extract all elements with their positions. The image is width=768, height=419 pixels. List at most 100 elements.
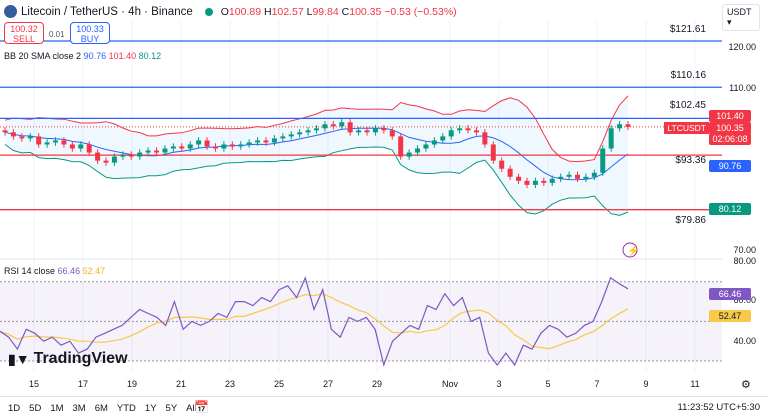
candle	[170, 146, 176, 149]
buy-button[interactable]: 100.33 BUY	[70, 22, 110, 44]
time-axis[interactable]: 15 17 19 21 23 25 27 29 Nov 3 5 7 9 11	[0, 379, 722, 391]
candle	[111, 156, 117, 163]
candle	[398, 136, 404, 157]
candle	[314, 128, 319, 131]
candle	[86, 144, 92, 153]
grid	[33, 20, 696, 372]
ohlc-values: O100.89 H102.57 L99.84 C100.35 −0.53 (−0…	[220, 5, 457, 18]
candle	[36, 136, 42, 145]
candle	[103, 160, 109, 163]
candle	[255, 140, 261, 143]
rsi-ma-line	[0, 293, 629, 350]
candle	[221, 144, 227, 149]
candle	[44, 142, 50, 145]
rsi-line	[0, 276, 629, 368]
bb-lower-tag: 80.12	[709, 203, 751, 215]
date-tick: Nov	[441, 379, 459, 389]
date-tick: 5	[545, 379, 551, 389]
candle	[423, 144, 429, 149]
candle	[440, 136, 446, 141]
candle	[322, 124, 328, 129]
candle	[288, 134, 294, 137]
date-tick: 9	[643, 379, 649, 389]
price-tick: 110.00	[729, 83, 756, 93]
candle	[263, 140, 269, 143]
date-tick: 3	[496, 379, 502, 389]
candle	[574, 174, 580, 179]
candle	[212, 146, 218, 149]
range-5d[interactable]: 5D	[29, 403, 42, 414]
rsi-legend[interactable]: RSI 14 close 66.46 52.47	[4, 266, 106, 276]
symbol-title[interactable]: Litecoin / TetherUS · 4h · Binance	[21, 5, 193, 18]
range-1y[interactable]: 1Y	[144, 403, 157, 414]
candle	[516, 176, 522, 181]
date-tick: 15	[28, 379, 40, 389]
symbol-tag: LTCUSDT	[664, 122, 709, 134]
candle	[415, 148, 421, 153]
candle	[204, 140, 210, 147]
rsi-tick: 80.00	[733, 256, 756, 266]
last-price-tag: 100.35	[709, 122, 751, 134]
bb-upper-tag: 101.40	[709, 110, 751, 122]
candle	[490, 144, 496, 161]
candle	[558, 176, 564, 179]
candle	[145, 150, 151, 153]
candle	[78, 144, 84, 149]
countdown-tag: 02:06:08	[709, 133, 751, 145]
date-tick: 21	[175, 379, 187, 389]
candle	[196, 140, 202, 145]
candle	[532, 180, 538, 185]
candle	[541, 180, 547, 183]
clock[interactable]: 11:23:52 UTC+5:30	[677, 402, 760, 413]
range-1d[interactable]: 1D	[8, 403, 21, 414]
settings-gear-icon[interactable]: ⚙	[741, 379, 751, 391]
range-3m[interactable]: 3M	[72, 403, 86, 414]
flash-glyph: ⚡	[627, 244, 639, 257]
candle	[27, 136, 33, 139]
level-label: $93.36	[675, 155, 706, 166]
timeframe-buttons: 1D 5D 1M 3M 6M YTD 1Y 5Y All	[8, 402, 206, 414]
bb-upper-line	[4, 95, 629, 163]
date-tick: 19	[126, 379, 138, 389]
range-ytd[interactable]: YTD	[116, 403, 136, 414]
candle	[381, 128, 387, 131]
candle	[406, 152, 412, 157]
chart-canvas[interactable]: ⚡	[0, 0, 768, 396]
candle	[305, 130, 311, 133]
date-tick: 25	[273, 379, 285, 389]
bb-legend[interactable]: BB 20 SMA close 2 90.76 101.40 80.12	[4, 51, 162, 61]
goto-date-calendar-icon[interactable]: 📅	[194, 400, 209, 414]
candle	[608, 128, 614, 149]
range-1m[interactable]: 1M	[50, 403, 64, 414]
range-all[interactable]: All	[186, 403, 197, 414]
candle	[297, 132, 303, 135]
date-tick: 29	[371, 379, 383, 389]
candle	[246, 142, 252, 145]
bottom-toolbar: 1D 5D 1M 3M 6M YTD 1Y 5Y All 📅 11:23:52 UTC+5:30	[0, 396, 768, 419]
candle	[591, 172, 597, 177]
tradingview-logo: ▮▼ TradingView	[8, 350, 128, 367]
date-tick: 7	[594, 379, 600, 389]
currency-select[interactable]: USDT ▾	[722, 4, 760, 31]
candle	[229, 144, 235, 147]
range-5y[interactable]: 5Y	[165, 403, 178, 414]
candle	[482, 132, 488, 145]
candle	[549, 178, 555, 183]
candle	[154, 150, 160, 153]
level-label: $79.86	[675, 215, 706, 226]
rsi-ma-tag: 52.47	[709, 310, 751, 322]
rsi-tick: 60.00	[733, 295, 756, 305]
range-6m[interactable]: 6M	[94, 403, 108, 414]
candle	[617, 124, 623, 129]
date-tick: 27	[322, 379, 334, 389]
candle	[179, 146, 185, 149]
candle	[271, 138, 277, 143]
candle	[566, 174, 572, 177]
price-tick: 120.00	[728, 42, 756, 52]
candle	[19, 136, 25, 139]
candle	[238, 144, 244, 147]
date-tick: 23	[224, 379, 236, 389]
sell-button[interactable]: 100.32 SELL	[4, 22, 44, 44]
candle	[583, 176, 589, 179]
spread: 0.01	[49, 30, 65, 39]
